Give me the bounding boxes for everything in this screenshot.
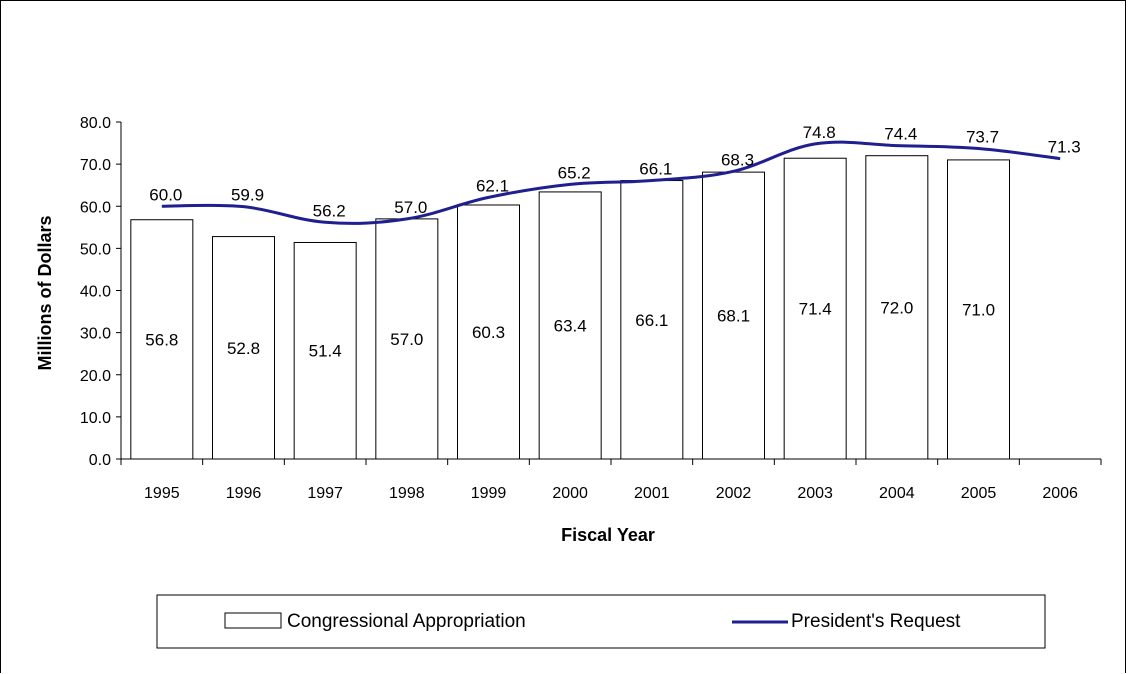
line-label-2004: 74.4 (884, 125, 917, 144)
bar-1998 (375, 218, 439, 460)
y-tick-label: 10.0 (80, 410, 111, 427)
x-tick-label-1999: 1999 (471, 485, 507, 502)
line-label-2001: 66.1 (639, 160, 672, 179)
x-tick-label-1997: 1997 (307, 485, 343, 502)
bar-1997 (293, 241, 357, 460)
series-line-presidents-request (161, 140, 1061, 225)
x-tick-label-2004: 2004 (879, 485, 915, 502)
y-tick-label: 20.0 (80, 368, 111, 385)
bar-label-1997: 51.4 (309, 342, 342, 361)
bar-label-2004: 72.0 (880, 298, 913, 317)
y-axis-title: Millions of Dollars (35, 215, 55, 370)
x-tick-label-2005: 2005 (961, 485, 997, 502)
bar-label-2001: 66.1 (635, 311, 668, 330)
bar-label-1998: 57.0 (390, 330, 423, 349)
bar-2005 (947, 159, 1010, 460)
line-layer (161, 140, 1061, 225)
line-label-2002: 68.3 (721, 150, 754, 169)
y-tick-label: 60.0 (80, 199, 111, 216)
x-tick-label-2002: 2002 (716, 485, 752, 502)
x-tick-label-2000: 2000 (552, 485, 588, 502)
y-tick-label: 80.0 (80, 115, 111, 132)
y-tick-label: 0.0 (89, 452, 111, 469)
bar-1999 (457, 204, 520, 460)
y-tick-label: 40.0 (80, 284, 111, 301)
bar-label-2002: 68.1 (717, 307, 750, 326)
legend-label-request: President's Request (791, 611, 961, 632)
bars-layer (130, 155, 1010, 460)
line-label-1997: 56.2 (313, 201, 346, 220)
bar-label-1995: 56.8 (145, 330, 178, 349)
line-label-1998: 57.0 (394, 198, 427, 217)
labels-layer: 56.8 52.8 51.4 57.0 60.3 63.4 66.1 68.1 71.4 72.0… (145, 123, 1080, 361)
legend-swatch-appropriation (224, 612, 282, 629)
x-tick-label-1995: 1995 (144, 485, 180, 502)
line-label-1996: 59.9 (231, 186, 264, 205)
line-label-1999: 62.1 (476, 176, 509, 195)
bar-label-2003: 71.4 (799, 300, 832, 319)
legend-box (156, 594, 1046, 649)
bar-label-2005: 71.0 (962, 300, 995, 319)
bar-label-2000: 63.4 (554, 316, 587, 335)
line-label-2005: 73.7 (966, 128, 999, 147)
line-label-2000: 65.2 (558, 163, 591, 182)
y-tick-label: 30.0 (80, 326, 111, 343)
bar-2002 (702, 171, 765, 460)
bar-label-1996: 52.8 (227, 339, 260, 358)
legend: Congressional Appropriation President's … (156, 594, 1046, 649)
line-label-2006: 71.3 (1048, 138, 1081, 157)
axes-layer: 0.0 10.0 20.0 30.0 40.0 50.0 60.0 70.0 80.0 1995 1… (80, 115, 1102, 502)
y-tick-label: 50.0 (80, 241, 111, 258)
bar-1996 (212, 236, 275, 460)
x-axis-title: Fiscal Year (561, 525, 655, 545)
x-tick-label-1998: 1998 (389, 485, 425, 502)
bar-2000 (538, 191, 602, 460)
y-tick-label: 70.0 (80, 157, 111, 174)
bar-label-1999: 60.3 (472, 323, 505, 342)
line-label-1995: 60.0 (149, 185, 182, 204)
bar-2004 (865, 155, 929, 460)
legend-label-appropriation: Congressional Appropriation (287, 611, 526, 632)
line-label-2003: 74.8 (803, 123, 836, 142)
x-tick-label-2001: 2001 (634, 485, 670, 502)
x-tick-label-2003: 2003 (797, 485, 833, 502)
x-tick-label-1996: 1996 (226, 485, 262, 502)
x-tick-label-2006: 2006 (1042, 485, 1078, 502)
bar-1995 (130, 219, 194, 460)
